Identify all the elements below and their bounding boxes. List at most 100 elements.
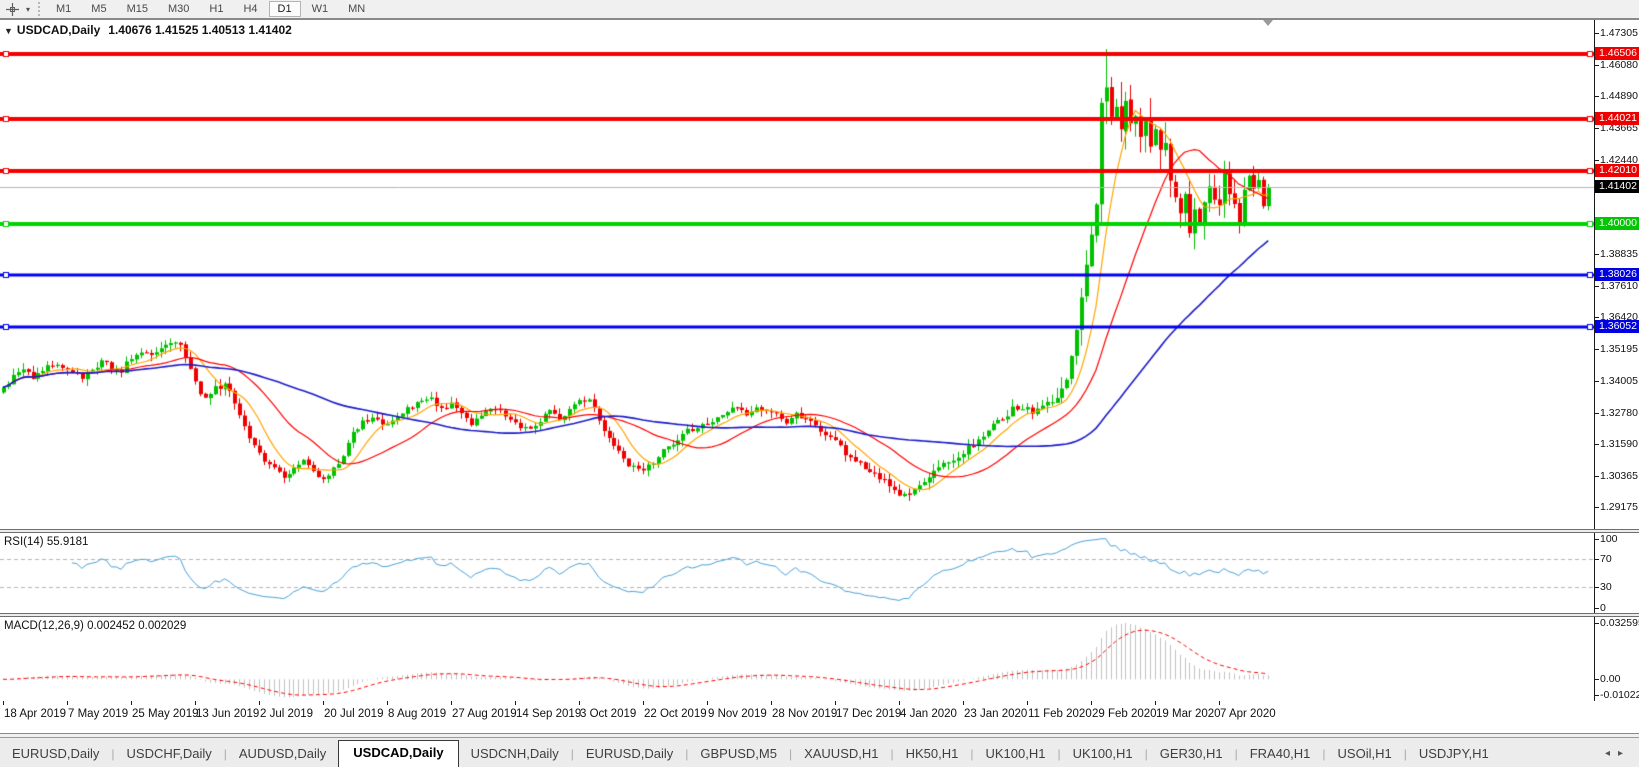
date-axis[interactable]: 18 Apr 2019 7 May 2019 25 May 2019 13 Jun 2… xyxy=(0,701,1639,731)
rsi-tick-label: 30 xyxy=(1595,581,1612,594)
price-tick-label: 1.44890 xyxy=(1595,89,1638,102)
date-tick-label: 19 Mar 2020 xyxy=(1156,708,1221,720)
date-tick-mark xyxy=(835,701,836,705)
chart-symbol-label: USDCAD,Daily xyxy=(16,23,101,37)
top-toolbar: ▾ M1 M5 M15 M30 H1 H4 D1 W1 MN xyxy=(0,0,1639,19)
macd-chart-canvas[interactable] xyxy=(0,617,1594,701)
date-tick-label: 4 Jan 2020 xyxy=(900,708,957,720)
date-tick-label: 29 Feb 2020 xyxy=(1092,708,1157,720)
date-tick-label: 11 Feb 2020 xyxy=(1028,708,1092,720)
pane-divider[interactable] xyxy=(0,613,1639,617)
date-tick-mark xyxy=(1091,701,1092,705)
tab-separator: | xyxy=(970,747,974,761)
date-tick-label: 13 Jun 2019 xyxy=(196,708,260,720)
chart-collapse-caret-icon[interactable]: ▼ xyxy=(4,26,13,36)
timeframe-h4-button[interactable]: H4 xyxy=(243,3,258,15)
timeframe-w1-button[interactable]: W1 xyxy=(311,3,329,15)
timeframe-m1-button[interactable]: M1 xyxy=(56,3,72,15)
chart-tab-audusd[interactable]: AUDUSD,Daily xyxy=(238,746,327,761)
chart-tab-gbpusd[interactable]: GBPUSD,M5 xyxy=(700,746,777,761)
main-price-pane: ▼ USDCAD,Daily 1.40676 1.41525 1.40513 1.4… xyxy=(0,20,1594,529)
tab-separator: | xyxy=(1057,747,1061,761)
date-tick-mark xyxy=(67,701,68,705)
price-tick-label: 1.37610 xyxy=(1595,280,1638,293)
chart-shift-marker-icon[interactable] xyxy=(1263,20,1274,26)
date-tick-label: 7 May 2019 xyxy=(68,708,129,720)
tab-scroll-arrows: ◂▸ xyxy=(1605,748,1631,759)
timeframe-m30-button[interactable]: M30 xyxy=(167,3,190,15)
tab-separator: | xyxy=(1322,747,1326,761)
timeframe-mn-button[interactable]: MN xyxy=(348,3,366,15)
chart-tab-usdchf[interactable]: USDCHF,Daily xyxy=(126,746,212,761)
price-tick-label: 1.32780 xyxy=(1595,406,1638,419)
chart-tab-usdjpy[interactable]: USDJPY,H1 xyxy=(1418,746,1489,761)
date-tick-mark xyxy=(1027,701,1028,705)
chart-tab-usdcnh[interactable]: USDCNH,Daily xyxy=(470,746,559,761)
tab-separator: | xyxy=(1144,747,1148,761)
level-price-badge: 1.44021 xyxy=(1595,111,1639,125)
date-tick-mark xyxy=(259,701,260,705)
date-tick-mark xyxy=(643,701,644,705)
date-tick-label: 28 Nov 2019 xyxy=(772,708,838,720)
chart-tab-uk100[interactable]: UK100,H1 xyxy=(985,746,1046,761)
timeframe-m15-button[interactable]: M15 xyxy=(126,3,148,15)
price-scale: 1.47305 1.46080 1.44890 1.43665 1.42440 1.388… xyxy=(1594,20,1639,529)
chart-tab-xauusd[interactable]: XAUUSD,H1 xyxy=(804,746,879,761)
price-tick-label: 1.29175 xyxy=(1595,500,1638,513)
macd-scale: 0.032595 0.00 -0.010227 xyxy=(1594,617,1639,701)
rsi-label: RSI(14) 55.9181 xyxy=(4,536,89,548)
tab-separator: | xyxy=(788,747,793,761)
tab-separator: | xyxy=(1403,747,1407,761)
timeframe-d1-button[interactable]: D1 xyxy=(268,1,301,17)
date-tick-label: 2 Jul 2019 xyxy=(260,708,314,720)
current-price-badge: 1.41402 xyxy=(1595,180,1639,194)
tab-separator: | xyxy=(1234,747,1238,761)
chart-tab-usoil[interactable]: USOil,H1 xyxy=(1337,746,1392,761)
price-chart-canvas[interactable] xyxy=(0,20,1594,529)
rsi-tick-label: 70 xyxy=(1595,552,1612,565)
crosshair-tool-icon[interactable] xyxy=(2,1,22,17)
tool-dropdown-caret-icon[interactable]: ▾ xyxy=(25,4,30,14)
tabs-scroll-left-icon[interactable]: ◂ xyxy=(1604,748,1618,759)
price-tick-label: 1.47305 xyxy=(1595,26,1638,39)
date-tick-mark xyxy=(899,701,900,705)
rsi-chart-canvas[interactable] xyxy=(0,533,1594,613)
price-tick-label: 1.42440 xyxy=(1595,153,1638,166)
date-tick-mark xyxy=(323,701,324,705)
date-tick-mark xyxy=(579,701,580,705)
pane-divider[interactable] xyxy=(0,529,1639,533)
chart-tab-ger30[interactable]: GER30,H1 xyxy=(1159,746,1223,761)
chart-title: ▼ USDCAD,Daily 1.40676 1.41525 1.40513 1.4… xyxy=(4,23,292,37)
chart-tab-fra40[interactable]: FRA40,H1 xyxy=(1249,746,1311,761)
tabs-scroll-right-icon[interactable]: ▸ xyxy=(1617,748,1631,759)
chart-tab-usdcad[interactable]: USDCAD,Daily xyxy=(338,740,459,767)
chart-tab-uk100[interactable]: UK100,H1 xyxy=(1072,746,1133,761)
tab-separator: | xyxy=(570,747,574,761)
macd-tick-label: -0.010227 xyxy=(1595,689,1639,701)
date-tick-label: 20 Jul 2019 xyxy=(324,708,384,720)
date-tick-mark xyxy=(451,701,452,705)
chart-tab-eurusd[interactable]: EURUSD,Daily xyxy=(585,746,674,761)
tab-separator: | xyxy=(111,747,115,761)
date-tick-label: 18 Apr 2019 xyxy=(4,708,67,720)
toolbar-grip[interactable] xyxy=(38,2,40,16)
tab-separator: | xyxy=(223,747,227,761)
date-tick-label: 9 Nov 2019 xyxy=(708,708,767,720)
timeframe-h1-button[interactable]: H1 xyxy=(209,3,224,15)
level-price-badge: 1.38026 xyxy=(1595,268,1639,282)
chart-tab-eurusd[interactable]: EURUSD,Daily xyxy=(12,746,100,761)
date-tick-mark xyxy=(515,701,516,705)
rsi-tick-label: 100 xyxy=(1595,533,1618,545)
chart-tab-hk50[interactable]: HK50,H1 xyxy=(905,746,959,761)
level-price-badge: 1.42010 xyxy=(1595,164,1639,178)
timeframe-m5-button[interactable]: M5 xyxy=(91,3,107,15)
macd-label: MACD(12,26,9) 0.002452 0.002029 xyxy=(4,620,187,632)
chart-ohlc-values: 1.40676 1.41525 1.40513 1.41402 xyxy=(108,23,292,37)
level-price-badge: 1.46506 xyxy=(1595,46,1639,60)
price-tick-label: 1.38835 xyxy=(1595,248,1638,261)
price-tick-label: 1.43665 xyxy=(1595,121,1638,134)
date-tick-label: 14 Sep 2019 xyxy=(516,708,582,720)
rsi-pane: RSI(14) 55.9181 xyxy=(0,533,1594,613)
level-price-badge: 1.40000 xyxy=(1595,216,1639,230)
